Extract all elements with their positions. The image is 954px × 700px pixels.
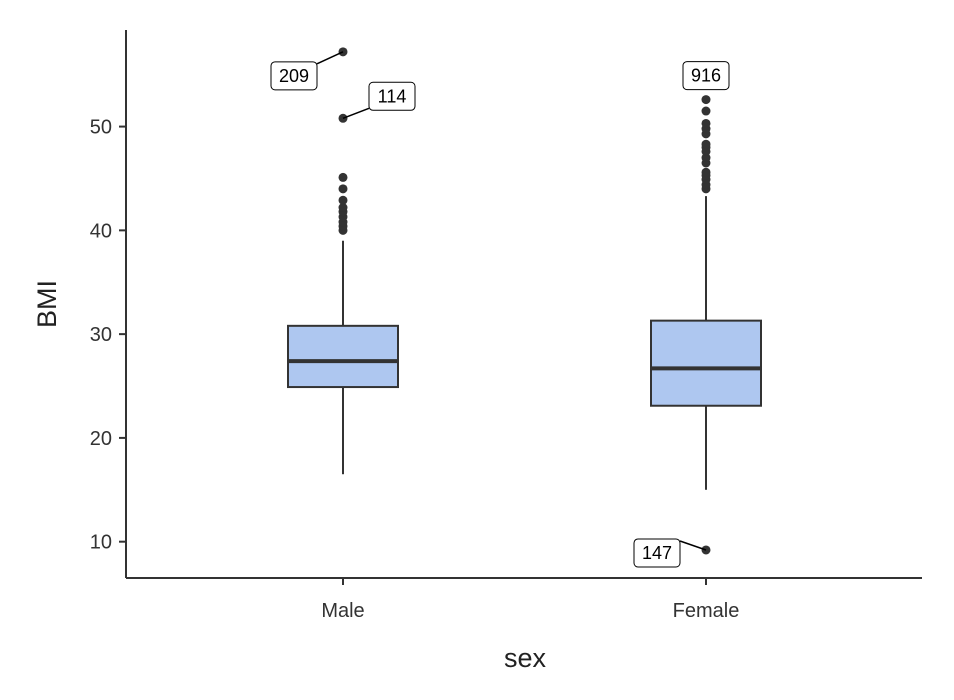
x-tick-label: Female [673, 600, 740, 622]
outlier-point [701, 118, 711, 128]
outlier-point [701, 106, 711, 116]
outlier-point [701, 167, 711, 177]
outlier-point [338, 203, 348, 213]
outlier-point [701, 95, 711, 105]
outlier-point [701, 139, 711, 149]
y-axis-title: BMI [32, 280, 62, 328]
y-tick-label: 30 [90, 324, 112, 346]
x-tick-label: Male [321, 600, 364, 622]
label-leader-line [316, 51, 344, 65]
outlier-label-114: 114 [378, 86, 407, 106]
x-axis-title: sex [504, 643, 547, 673]
outlier-label-209: 209 [279, 66, 309, 86]
outlier-label-147: 147 [642, 543, 672, 563]
outlier-label-box [270, 61, 318, 91]
outlier-point [338, 195, 348, 205]
y-tick-label: 50 [90, 117, 112, 139]
label-leader-line [679, 540, 707, 551]
outlier-label-box [633, 538, 681, 568]
outlier-point [338, 172, 348, 182]
outlier-label-box [368, 81, 416, 111]
outlier-point [701, 153, 711, 163]
y-tick-label: 20 [90, 428, 112, 450]
y-tick-label: 40 [90, 220, 112, 242]
box-male [287, 324, 399, 389]
box-female [650, 319, 762, 407]
label-leader-line [342, 107, 370, 119]
plot-area: 10 20 30 40 50 Male Female 209 114 916 147 [90, 30, 922, 622]
outlier-label-box [682, 61, 730, 91]
outlier-label-916: 916 [691, 66, 721, 86]
y-tick-label: 10 [90, 532, 112, 554]
outlier-point [338, 184, 348, 194]
